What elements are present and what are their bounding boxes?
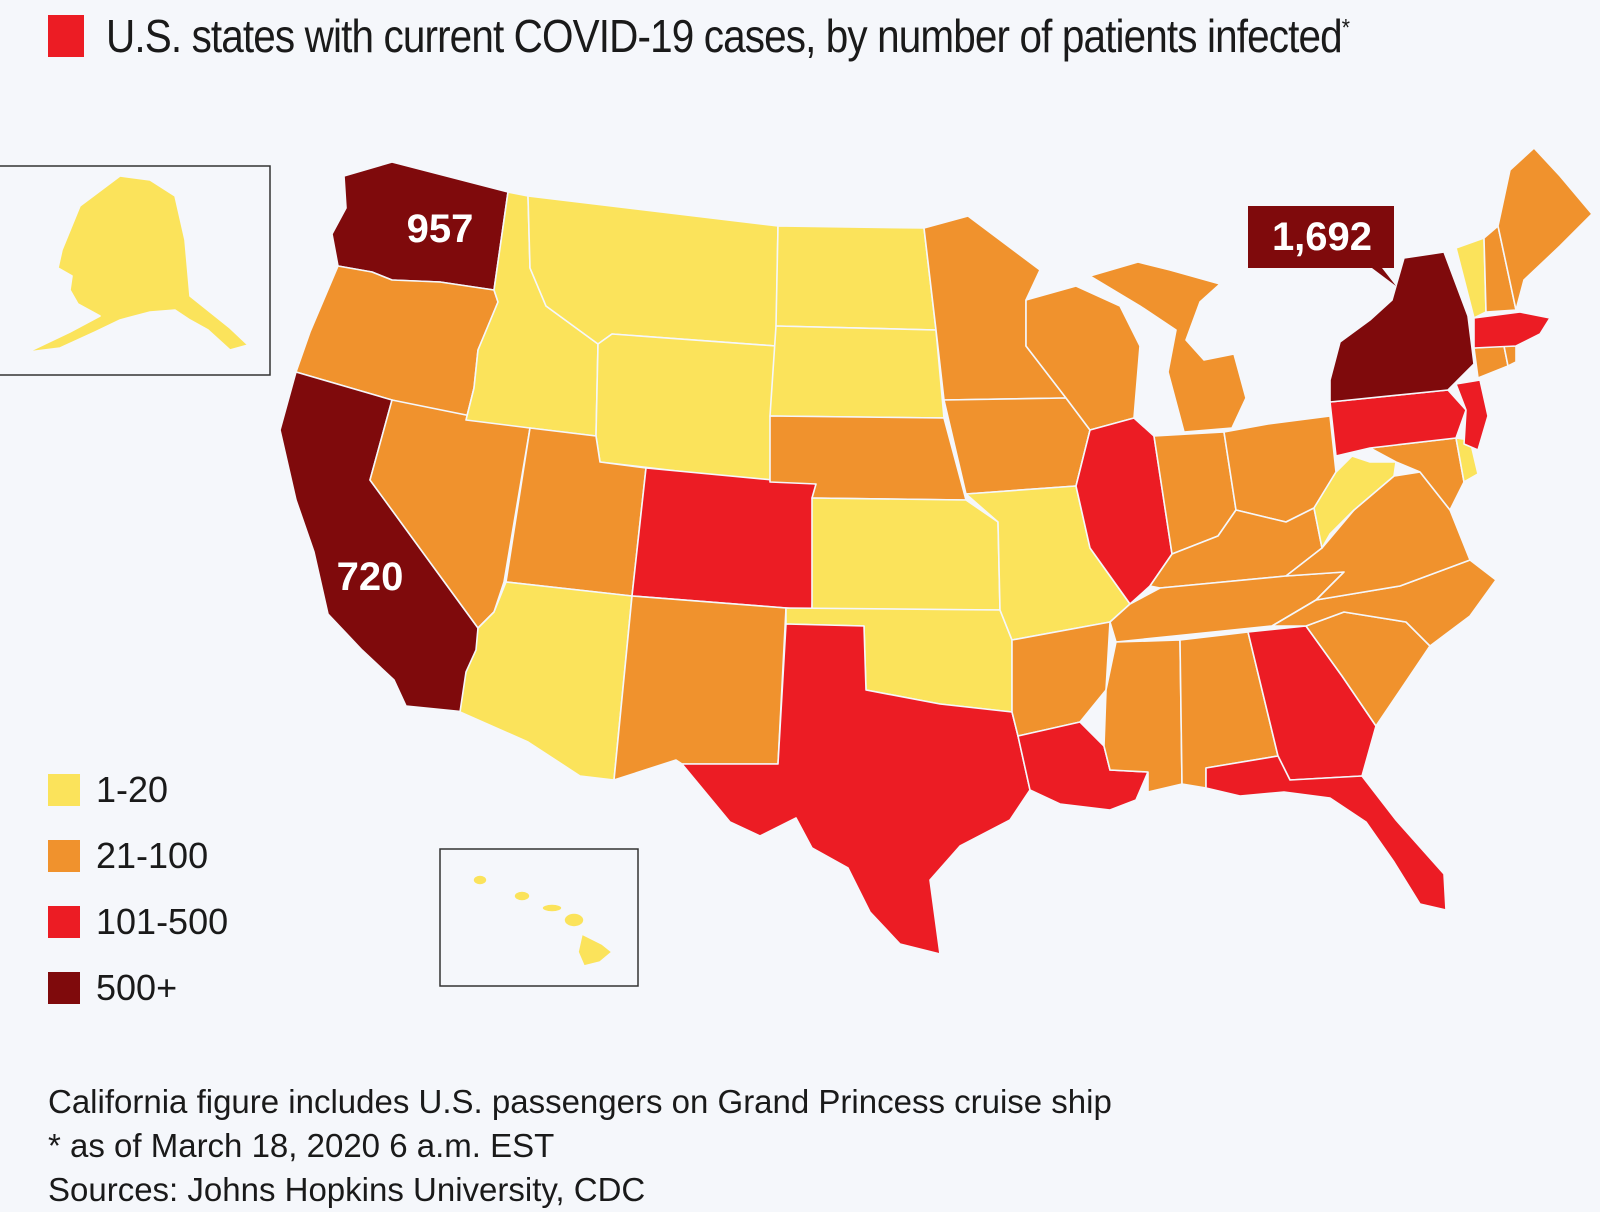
page-title: U.S. states with current COVID-19 cases,…	[106, 9, 1350, 63]
legend-swatch-101-500	[48, 906, 80, 938]
title-bar: U.S. states with current COVID-19 cases,…	[48, 6, 1519, 66]
state-new-york	[1329, 251, 1475, 403]
state-alaska	[27, 175, 249, 353]
state-texas	[681, 623, 1031, 955]
state-louisiana	[1017, 721, 1149, 811]
legend-swatch-21-100	[48, 840, 80, 872]
state-kansas	[811, 497, 1001, 611]
legend-swatch-500-plus	[48, 972, 80, 1004]
legend: 1-20 21-100 101-500 500+	[48, 757, 228, 1021]
legend-item-500-plus: 500+	[48, 955, 228, 1021]
footnote-cruise-ship: California figure includes U.S. passenge…	[48, 1083, 1112, 1120]
footnote-sources: Sources: Johns Hopkins University, CDC	[48, 1171, 646, 1208]
footnote-date: * as of March 18, 2020 6 a.m. EST	[48, 1127, 555, 1164]
legend-label-1-20: 1-20	[96, 769, 169, 810]
title-text: U.S. states with current COVID-19 cases,…	[106, 10, 1343, 62]
legend-label-101-500: 101-500	[96, 901, 229, 942]
callout-new-york-value: 1,692	[1272, 215, 1372, 259]
state-florida	[1205, 755, 1447, 911]
state-massachusetts	[1473, 311, 1551, 349]
title-asterisk: *	[1341, 14, 1350, 42]
callout-new-york-box	[1248, 206, 1396, 286]
hawaii-inset-box	[439, 848, 639, 987]
legend-label-21-100: 21-100	[96, 835, 209, 876]
state-hawaii	[472, 874, 613, 967]
state-michigan	[1089, 261, 1247, 433]
hawaii-oahu	[513, 890, 531, 902]
callout-washington-value: 957	[407, 207, 474, 251]
hawaii-maui	[563, 912, 585, 928]
state-south-dakota	[769, 325, 945, 419]
footnotes: California figure includes U.S. passenge…	[48, 1080, 1112, 1212]
legend-item-101-500: 101-500	[48, 889, 228, 955]
state-mississippi	[1103, 639, 1183, 793]
state-west-virginia	[1313, 455, 1397, 549]
state-iowa	[943, 397, 1091, 495]
state-colorado	[631, 467, 817, 611]
hawaii-molokai	[541, 903, 563, 913]
legend-swatch-1-20	[48, 774, 80, 806]
title-marker	[48, 15, 84, 57]
alaska-inset-box	[0, 165, 271, 376]
state-north-dakota	[775, 225, 937, 331]
state-maine	[1497, 147, 1593, 311]
legend-item-1-20: 1-20	[48, 757, 228, 823]
callout-new-york: 1,692	[1248, 206, 1396, 286]
state-wyoming	[595, 333, 777, 483]
callout-california-value: 720	[337, 555, 404, 599]
state-new-mexico	[613, 595, 787, 781]
state-arkansas	[1011, 621, 1111, 737]
legend-item-21-100: 21-100	[48, 823, 228, 889]
hawaii-big-island	[577, 933, 613, 967]
state-connecticut	[1473, 345, 1509, 379]
state-new-jersey	[1455, 379, 1489, 451]
hawaii-kauai	[472, 874, 488, 886]
legend-label-500-plus: 500+	[96, 967, 178, 1008]
